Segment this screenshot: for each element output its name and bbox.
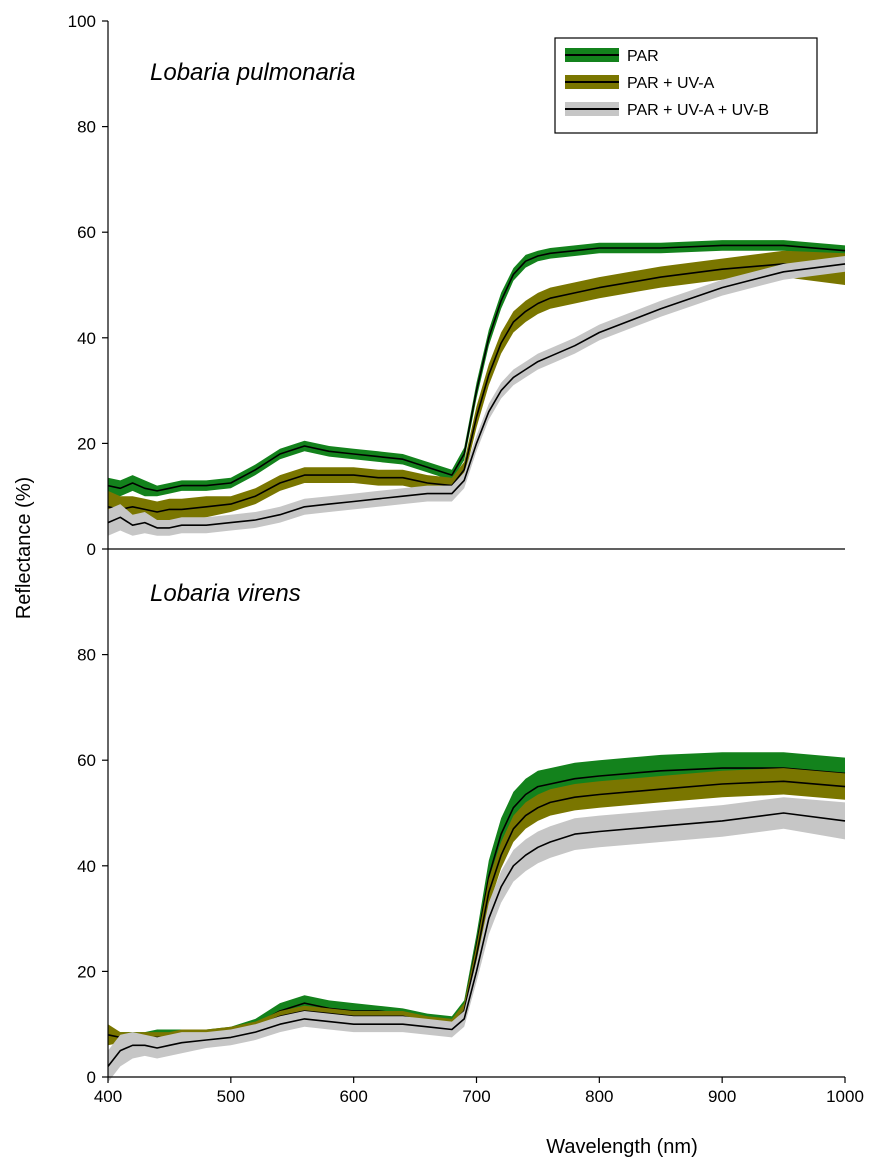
y-tick-label: 60 <box>77 751 96 770</box>
series-line-bottom-2 <box>107 812 846 1067</box>
y-tick-label: 0 <box>87 1068 96 1087</box>
y-tick-label: 40 <box>77 857 96 876</box>
series-line-top-2 <box>107 263 846 529</box>
x-tick-label: 1000 <box>826 1087 864 1106</box>
y-tick-label: 0 <box>87 540 96 559</box>
y-tick-label: 20 <box>77 962 96 981</box>
x-tick-label: 700 <box>462 1087 490 1106</box>
x-tick-label: 400 <box>94 1087 122 1106</box>
legend-label: PAR <box>627 48 659 65</box>
panel-title-bottom: Lobaria virens <box>150 580 301 607</box>
x-tick-label: 900 <box>708 1087 736 1106</box>
y-tick-label: 60 <box>77 223 96 242</box>
panel-title-top: Lobaria pulmonaria <box>150 59 355 86</box>
x-axis-title: Wavelength (nm) <box>546 1136 698 1158</box>
plot-area <box>107 240 846 1083</box>
y-tick-label: 40 <box>77 329 96 348</box>
legend-label: PAR + UV-A + UV-B <box>627 102 769 119</box>
x-tick-label: 600 <box>339 1087 367 1106</box>
x-tick-label: 500 <box>217 1087 245 1106</box>
y-tick-label: 80 <box>77 646 96 665</box>
y-tick-label: 100 <box>68 12 96 31</box>
legend-label: PAR + UV-A <box>627 75 715 92</box>
legend: PAR PAR + UV-A PAR + UV-A + UV-B <box>554 37 818 134</box>
y-axis-title: Reflectance (%) <box>13 477 35 619</box>
x-tick-label: 800 <box>585 1087 613 1106</box>
y-tick-label: 80 <box>77 118 96 137</box>
y-tick-label: 20 <box>77 434 96 453</box>
series-band-bottom-2 <box>108 797 845 1083</box>
series-line-top-1 <box>107 263 846 513</box>
series-line-top-0 <box>107 244 846 492</box>
